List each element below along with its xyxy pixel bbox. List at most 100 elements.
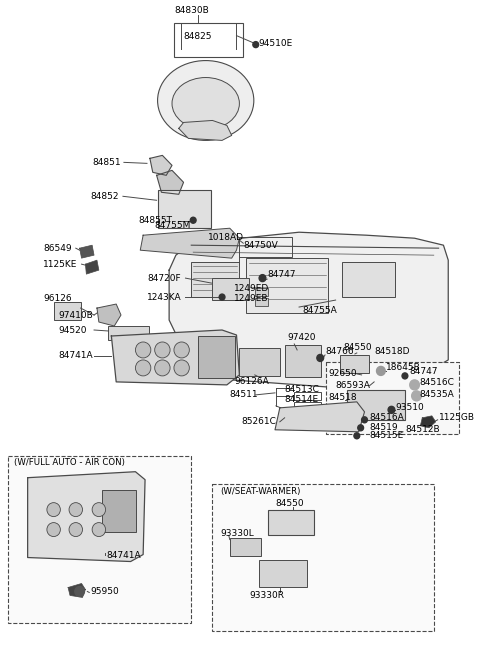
Text: 84851: 84851 <box>92 158 121 167</box>
Text: 84515E: 84515E <box>369 432 404 440</box>
Text: 84511: 84511 <box>230 390 258 399</box>
Text: 84516C: 84516C <box>420 378 454 387</box>
Text: 84855T: 84855T <box>138 216 172 224</box>
Circle shape <box>92 523 106 537</box>
Circle shape <box>69 503 83 517</box>
Bar <box>8 456 191 623</box>
Text: 1125GB: 1125GB <box>439 413 475 422</box>
Circle shape <box>402 373 408 379</box>
Polygon shape <box>111 330 240 385</box>
Text: 95950: 95950 <box>90 587 119 596</box>
Text: 84741A: 84741A <box>59 351 93 361</box>
Bar <box>157 191 211 228</box>
Text: 84720F: 84720F <box>147 274 180 283</box>
Text: 1125KE: 1125KE <box>43 260 77 269</box>
Text: 84755A: 84755A <box>302 305 336 315</box>
Bar <box>108 326 149 340</box>
Circle shape <box>47 523 60 537</box>
Text: 84747: 84747 <box>410 367 438 376</box>
Circle shape <box>155 360 170 376</box>
Polygon shape <box>420 416 436 428</box>
Text: 84852: 84852 <box>90 192 119 201</box>
Bar <box>230 538 261 556</box>
Bar <box>294 392 321 400</box>
Text: 92650: 92650 <box>328 369 357 378</box>
Text: 84830B: 84830B <box>174 6 209 15</box>
Text: 84755M: 84755M <box>155 220 191 230</box>
Text: 84518: 84518 <box>328 393 357 402</box>
Bar <box>340 355 369 373</box>
Circle shape <box>174 342 189 358</box>
Bar <box>255 298 268 306</box>
Bar <box>246 258 328 313</box>
Circle shape <box>412 391 421 401</box>
Text: 94520: 94520 <box>59 325 87 335</box>
Text: 84512B: 84512B <box>405 426 440 434</box>
Bar <box>213 278 249 300</box>
Text: 93330L: 93330L <box>220 529 254 538</box>
Bar <box>342 262 396 297</box>
Text: 84741A: 84741A <box>107 551 141 560</box>
Ellipse shape <box>172 78 240 129</box>
Text: 84750V: 84750V <box>243 240 278 250</box>
Polygon shape <box>80 245 94 258</box>
Circle shape <box>361 417 367 423</box>
Circle shape <box>410 380 420 390</box>
Circle shape <box>219 294 225 300</box>
Polygon shape <box>179 120 232 140</box>
Text: (W/FULL AUTO - AIR CON): (W/FULL AUTO - AIR CON) <box>14 458 125 467</box>
Text: 1243KA: 1243KA <box>147 293 181 301</box>
Text: 94510E: 94510E <box>259 39 293 48</box>
Polygon shape <box>140 228 240 258</box>
Circle shape <box>376 367 385 375</box>
Text: 84518D: 84518D <box>374 347 409 357</box>
Circle shape <box>354 433 360 439</box>
Bar <box>347 390 405 420</box>
Circle shape <box>259 275 266 282</box>
Circle shape <box>317 355 324 361</box>
Text: 84766: 84766 <box>325 347 354 357</box>
Bar <box>294 402 321 410</box>
Polygon shape <box>150 155 172 175</box>
Text: 1018AD: 1018AD <box>208 232 244 242</box>
Circle shape <box>135 342 151 358</box>
Bar <box>198 336 235 378</box>
Circle shape <box>155 342 170 358</box>
Text: (W/SEAT-WARMER): (W/SEAT-WARMER) <box>220 487 300 496</box>
Text: 96126A: 96126A <box>235 377 269 386</box>
Text: 84513C: 84513C <box>285 385 320 394</box>
Text: 84516A: 84516A <box>369 413 404 422</box>
Bar <box>54 302 81 320</box>
Text: 93510: 93510 <box>396 403 424 412</box>
Bar <box>285 345 321 377</box>
Text: 1249ED: 1249ED <box>234 284 269 293</box>
Bar <box>259 560 307 588</box>
Bar <box>255 288 268 296</box>
Bar <box>191 262 240 297</box>
Circle shape <box>75 586 84 596</box>
Text: 84825: 84825 <box>183 32 212 41</box>
Polygon shape <box>97 304 121 326</box>
Text: 93330R: 93330R <box>249 591 284 600</box>
Polygon shape <box>169 232 448 390</box>
Text: 96126: 96126 <box>43 293 72 303</box>
Polygon shape <box>28 471 145 562</box>
Circle shape <box>47 503 60 517</box>
Text: 18645B: 18645B <box>386 363 420 373</box>
Polygon shape <box>156 171 183 195</box>
Bar <box>240 237 292 257</box>
Bar <box>240 348 280 376</box>
Text: 84514E: 84514E <box>285 395 319 404</box>
Polygon shape <box>275 402 364 432</box>
Bar <box>102 489 136 532</box>
Circle shape <box>174 360 189 376</box>
Text: 84519: 84519 <box>369 423 398 432</box>
Text: 84535A: 84535A <box>420 390 454 399</box>
Text: 97410B: 97410B <box>59 311 93 319</box>
Ellipse shape <box>157 60 254 140</box>
Text: 84550: 84550 <box>275 499 304 508</box>
Polygon shape <box>68 584 85 598</box>
Circle shape <box>358 425 363 431</box>
Bar <box>268 510 314 535</box>
Text: 86593A: 86593A <box>336 381 371 390</box>
